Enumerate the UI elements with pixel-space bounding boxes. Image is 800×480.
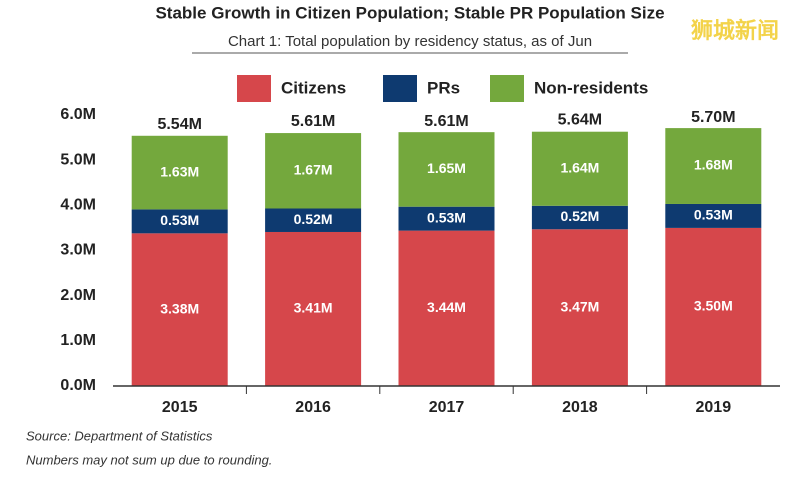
value-label: 3.41M [294, 300, 333, 316]
value-label: 1.64M [560, 159, 599, 175]
y-tick-label: 1.0M [60, 332, 96, 349]
bar-segment [665, 203, 762, 228]
value-label: 1.65M [427, 160, 466, 176]
value-label: 1.63M [160, 163, 199, 179]
legend-swatch [490, 75, 524, 102]
bar-segment [131, 233, 228, 386]
x-tick-label: 2019 [696, 399, 732, 416]
value-label: 1.68M [694, 157, 733, 173]
y-tick-label: 3.0M [60, 242, 96, 259]
bar-segment [131, 135, 228, 210]
y-tick-label: 4.0M [60, 197, 96, 214]
legend-label: Citizens [281, 78, 346, 97]
value-label: 0.52M [560, 208, 599, 224]
value-label: 3.50M [694, 298, 733, 314]
value-label: 0.53M [427, 209, 466, 225]
bar-segment [265, 133, 362, 209]
y-tick-label: 2.0M [60, 287, 96, 304]
value-label: 3.38M [160, 300, 199, 316]
legend-swatch [237, 75, 271, 102]
value-label: 3.44M [427, 299, 466, 315]
bar-segment [665, 128, 762, 204]
y-tick-label: 0.0M [60, 377, 96, 394]
y-tick-label: 6.0M [60, 106, 96, 123]
total-label: 5.61M [424, 113, 468, 130]
bar-segment [665, 227, 762, 386]
bar-segment [265, 208, 362, 232]
bar-segment [398, 206, 495, 231]
total-label: 5.70M [691, 109, 735, 126]
value-label: 3.47M [560, 298, 599, 314]
bar-segment [531, 131, 628, 206]
x-tick-label: 2018 [562, 399, 598, 416]
watermark: 狮城新闻 [691, 18, 779, 43]
total-label: 5.61M [291, 113, 335, 130]
bar-segment [531, 229, 628, 386]
value-label: 0.53M [694, 207, 733, 223]
rounding-note: Numbers may not sum up due to rounding. [26, 452, 272, 467]
bar-segment [531, 205, 628, 230]
total-label: 5.64M [558, 111, 602, 128]
y-tick-label: 5.0M [60, 151, 96, 168]
bar-segment [398, 132, 495, 207]
bar-segment [265, 231, 362, 386]
bar-segment [131, 209, 228, 234]
value-label: 0.53M [160, 212, 199, 228]
legend-label: Non-residents [534, 78, 648, 97]
value-label: 0.52M [294, 211, 333, 227]
x-tick-label: 2017 [429, 399, 465, 416]
source-note: Source: Department of Statistics [26, 428, 213, 443]
bar-segment [398, 230, 495, 386]
x-tick-label: 2015 [162, 399, 198, 416]
x-tick-label: 2016 [295, 399, 331, 416]
legend-swatch [383, 75, 417, 102]
total-label: 5.54M [157, 116, 201, 133]
legend-label: PRs [427, 78, 460, 97]
chart-title: Stable Growth in Citizen Population; Sta… [155, 3, 664, 22]
chart-subtitle: Chart 1: Total population by residency s… [228, 33, 592, 50]
value-label: 1.67M [294, 161, 333, 177]
